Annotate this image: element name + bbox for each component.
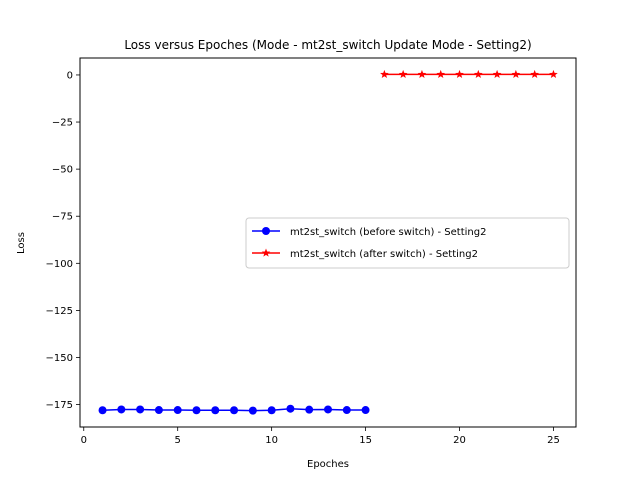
data-point bbox=[98, 406, 107, 415]
legend-box bbox=[245, 217, 570, 269]
x-axis-label: Epoches bbox=[307, 459, 349, 470]
x-tick-label: 25 bbox=[547, 435, 560, 446]
y-tick-label: −125 bbox=[46, 306, 73, 317]
data-point bbox=[436, 69, 446, 79]
data-point bbox=[267, 406, 276, 415]
legend: mt2st_switch (before switch) - Setting2 … bbox=[245, 217, 570, 269]
legend-marker-after-switch bbox=[261, 248, 271, 257]
legend-marker-before-switch bbox=[262, 227, 270, 235]
data-point bbox=[530, 69, 539, 79]
y-tick-label: −50 bbox=[52, 165, 73, 176]
y-tick-label: −75 bbox=[52, 212, 73, 223]
data-point bbox=[361, 406, 370, 415]
y-axis: 0 −25 −50 −75 −100 −125 −150 −175 bbox=[46, 70, 80, 411]
plot-frame bbox=[79, 57, 577, 428]
data-point bbox=[398, 69, 408, 79]
data-point bbox=[455, 69, 464, 79]
data-point bbox=[342, 406, 351, 415]
x-tick-label: 5 bbox=[175, 435, 181, 446]
data-point bbox=[492, 69, 502, 79]
plot-area bbox=[98, 69, 558, 415]
data-point bbox=[286, 404, 295, 413]
data-point bbox=[173, 406, 182, 415]
data-point bbox=[211, 406, 220, 415]
y-tick-label: −100 bbox=[46, 259, 73, 270]
x-axis: 0 5 10 15 20 25 bbox=[81, 427, 560, 446]
x-tick-label: 0 bbox=[81, 435, 87, 446]
x-tick-label: 15 bbox=[359, 435, 372, 446]
legend-label-after-switch: mt2st_switch (after switch) - Setting2 bbox=[290, 249, 478, 260]
data-point bbox=[380, 69, 389, 79]
data-point bbox=[154, 406, 163, 415]
data-point bbox=[248, 406, 257, 415]
data-point bbox=[474, 69, 483, 79]
data-point bbox=[117, 405, 126, 414]
y-tick-label: −25 bbox=[52, 118, 73, 129]
data-point bbox=[417, 69, 427, 79]
data-point bbox=[324, 405, 332, 414]
y-axis-label: Loss bbox=[16, 232, 27, 254]
y-tick-label: −175 bbox=[46, 400, 73, 411]
x-tick-label: 20 bbox=[453, 435, 466, 446]
data-point bbox=[192, 406, 201, 415]
y-tick-label: −150 bbox=[46, 353, 73, 364]
x-tick-label: 10 bbox=[265, 435, 278, 446]
y-tick-label: 0 bbox=[67, 70, 73, 81]
data-point bbox=[549, 69, 558, 79]
data-point bbox=[136, 405, 145, 414]
data-point bbox=[511, 69, 521, 79]
legend-label-before-switch: mt2st_switch (before switch) - Setting2 bbox=[290, 227, 486, 238]
data-point bbox=[305, 405, 314, 414]
chart-title: Loss versus Epoches (Mode - mt2st_switch… bbox=[124, 38, 531, 52]
data-point bbox=[230, 406, 239, 415]
